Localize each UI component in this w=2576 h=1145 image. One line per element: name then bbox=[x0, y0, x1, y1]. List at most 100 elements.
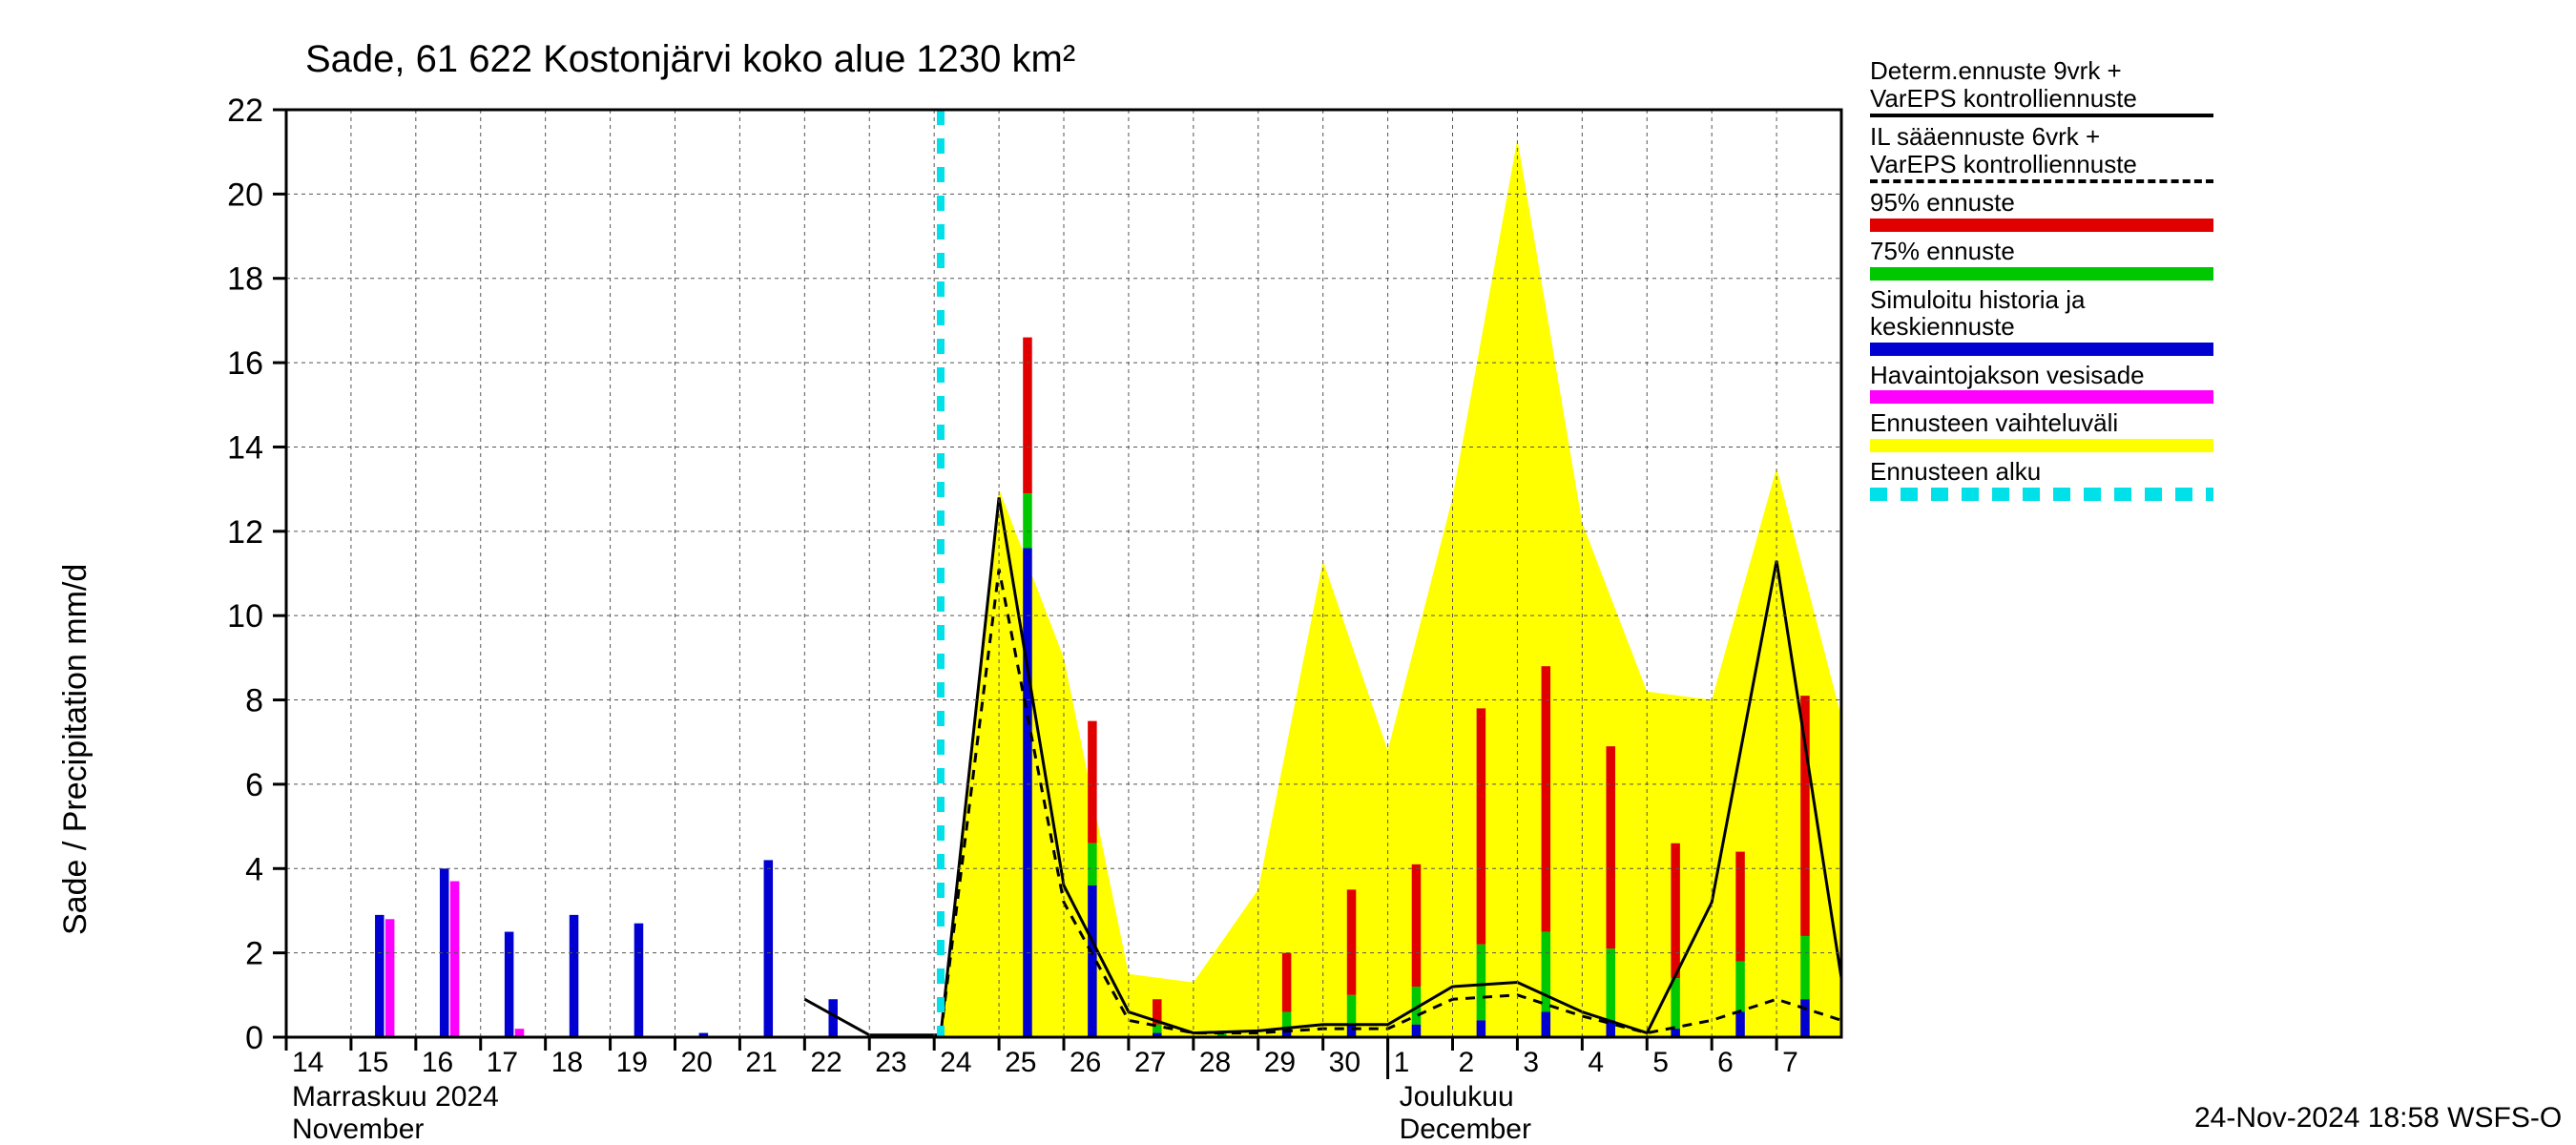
legend-label: keskiennuste bbox=[1870, 313, 2213, 341]
history-bar bbox=[634, 924, 644, 1037]
x-tick-label: 5 bbox=[1652, 1047, 1669, 1078]
p95-bar bbox=[1023, 338, 1032, 493]
x-tick-label: 16 bbox=[422, 1047, 453, 1078]
p95-bar bbox=[1347, 889, 1357, 994]
legend-swatch bbox=[1870, 439, 2213, 452]
x-tick-label: 23 bbox=[875, 1047, 906, 1078]
y-tick-label: 20 bbox=[227, 177, 263, 213]
legend-label: VarEPS kontrolliennuste bbox=[1870, 85, 2213, 113]
legend-swatch bbox=[1870, 267, 2213, 281]
p75-bar bbox=[1023, 493, 1032, 548]
obs-rain-bar bbox=[385, 919, 395, 1037]
y-tick-label: 2 bbox=[245, 936, 263, 972]
legend-entry: Havaintojakson vesisade bbox=[1870, 362, 2213, 405]
y-tick-label: 10 bbox=[227, 598, 263, 635]
median-bar bbox=[1542, 1011, 1551, 1037]
x-tick-label: 2 bbox=[1459, 1047, 1475, 1078]
x-tick-label: 29 bbox=[1264, 1047, 1296, 1078]
legend-label: 95% ennuste bbox=[1870, 189, 2213, 217]
p75-bar bbox=[1865, 987, 1875, 1030]
legend-label: Ennusteen vaihteluväli bbox=[1870, 409, 2213, 437]
x-tick-label: 20 bbox=[681, 1047, 713, 1078]
legend-swatch bbox=[1870, 219, 2213, 232]
y-tick-label: 18 bbox=[227, 261, 263, 298]
chart-title: Sade, 61 622 Kostonjärvi koko alue 1230 … bbox=[305, 38, 1075, 81]
y-tick-label: 6 bbox=[245, 767, 263, 803]
p95-bar bbox=[1477, 708, 1486, 944]
x-tick-label: 15 bbox=[357, 1047, 388, 1078]
x-tick-label: 14 bbox=[292, 1047, 323, 1078]
p95-bar bbox=[1282, 953, 1292, 1012]
x-tick-label: 17 bbox=[487, 1047, 518, 1078]
p75-bar bbox=[1282, 1011, 1292, 1029]
history-bar bbox=[375, 915, 384, 1037]
forecast-range-area bbox=[941, 139, 1841, 1037]
median-bar bbox=[1477, 1020, 1486, 1037]
p75-bar bbox=[1800, 936, 1810, 999]
p75-bar bbox=[1477, 945, 1486, 1021]
x-tick-label: 6 bbox=[1717, 1047, 1734, 1078]
x-tick-label: 30 bbox=[1329, 1047, 1361, 1078]
x-tick-label: 18 bbox=[551, 1047, 583, 1078]
p95-bar bbox=[1671, 843, 1680, 978]
legend-entry: 95% ennuste bbox=[1870, 189, 2213, 232]
median-bar bbox=[1088, 885, 1097, 1037]
p75-bar bbox=[1088, 843, 1097, 885]
x-tick-label: 27 bbox=[1134, 1047, 1166, 1078]
month2-en: December bbox=[1400, 1114, 1531, 1145]
legend-label: Determ.ennuste 9vrk + bbox=[1870, 57, 2213, 85]
x-tick-label: 7 bbox=[1782, 1047, 1798, 1078]
legend-swatch bbox=[1870, 343, 2213, 356]
history-bar bbox=[505, 932, 514, 1037]
legend-entry: Simuloitu historia jakeskiennuste bbox=[1870, 286, 2213, 356]
y-tick-label: 0 bbox=[245, 1020, 263, 1056]
p95-bar bbox=[1606, 746, 1615, 948]
history-bar bbox=[764, 860, 774, 1037]
legend-label: VarEPS kontrolliennuste bbox=[1870, 151, 2213, 178]
y-tick-label: 14 bbox=[227, 429, 263, 466]
p95-bar bbox=[1542, 666, 1551, 931]
x-tick-label: 26 bbox=[1070, 1047, 1101, 1078]
legend-entry: 75% ennuste bbox=[1870, 238, 2213, 281]
legend-label: Havaintojakson vesisade bbox=[1870, 362, 2213, 389]
x-tick-label: 19 bbox=[616, 1047, 648, 1078]
x-tick-label: 1 bbox=[1394, 1047, 1410, 1078]
y-tick-label: 12 bbox=[227, 514, 263, 551]
p75-bar bbox=[1347, 995, 1357, 1025]
legend-label: IL sääennuste 6vrk + bbox=[1870, 123, 2213, 151]
x-tick-label: 21 bbox=[745, 1047, 777, 1078]
x-tick-label: 28 bbox=[1199, 1047, 1231, 1078]
median-bar bbox=[1865, 1030, 1875, 1037]
y-tick-label: 22 bbox=[227, 93, 263, 129]
p95-bar bbox=[1865, 852, 1875, 987]
x-tick-label: 4 bbox=[1588, 1047, 1604, 1078]
p95-bar bbox=[1088, 721, 1097, 843]
legend-entry: Determ.ennuste 9vrk +VarEPS kontrollienn… bbox=[1870, 57, 2213, 117]
y-tick-label: 4 bbox=[245, 851, 263, 887]
legend-label: Ennusteen alku bbox=[1870, 458, 2213, 486]
legend-label: 75% ennuste bbox=[1870, 238, 2213, 265]
median-bar bbox=[1735, 1011, 1745, 1037]
history-bar bbox=[570, 915, 579, 1037]
legend-swatch bbox=[1870, 390, 2213, 404]
chart-stage: 0246810121416182022141516171819202122232… bbox=[0, 0, 2576, 1145]
p75-bar bbox=[1606, 948, 1615, 1020]
p75-bar bbox=[1735, 961, 1745, 1011]
x-tick-label: 24 bbox=[940, 1047, 971, 1078]
legend-label: Simuloitu historia ja bbox=[1870, 286, 2213, 314]
month1-en: November bbox=[292, 1114, 424, 1145]
legend-swatch bbox=[1870, 114, 2213, 117]
median-bar bbox=[1347, 1025, 1357, 1037]
x-tick-label: 3 bbox=[1523, 1047, 1539, 1078]
x-tick-label: 25 bbox=[1005, 1047, 1036, 1078]
month1-fi: Marraskuu 2024 bbox=[292, 1081, 499, 1113]
legend: Determ.ennuste 9vrk +VarEPS kontrollienn… bbox=[1870, 57, 2213, 507]
legend-entry: Ennusteen vaihteluväli bbox=[1870, 409, 2213, 452]
median-bar bbox=[1023, 548, 1032, 1037]
legend-entry: Ennusteen alku bbox=[1870, 458, 2213, 501]
legend-swatch bbox=[1870, 488, 2213, 501]
median-bar bbox=[1800, 999, 1810, 1037]
median-bar bbox=[1412, 1025, 1422, 1037]
month2-fi: Joulukuu bbox=[1400, 1081, 1514, 1113]
p75-bar bbox=[1671, 978, 1680, 1029]
